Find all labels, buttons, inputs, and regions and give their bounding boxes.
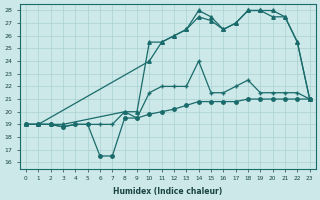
X-axis label: Humidex (Indice chaleur): Humidex (Indice chaleur) xyxy=(113,187,222,196)
